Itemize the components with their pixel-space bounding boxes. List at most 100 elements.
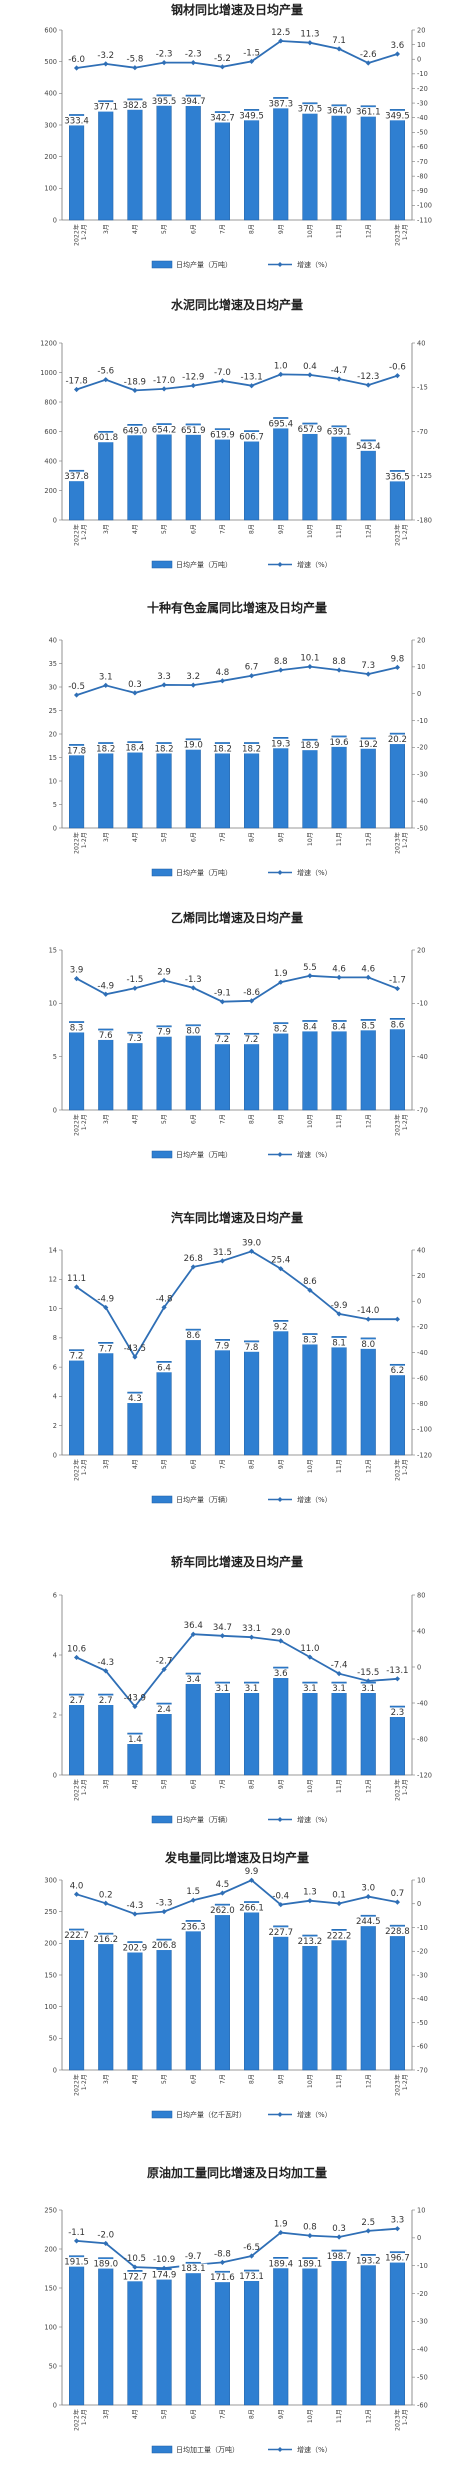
growth-point xyxy=(103,1304,109,1311)
growth-point xyxy=(103,377,109,383)
right-tick-label: -40 xyxy=(417,1995,428,2003)
bar xyxy=(389,1363,405,1456)
bar xyxy=(331,2249,347,2406)
category-line: 1-2月 xyxy=(402,1114,409,1130)
legend-bar-swatch xyxy=(151,560,173,569)
growth-value-label: -7.4 xyxy=(331,1661,348,1671)
growth-value-label: 34.7 xyxy=(213,1623,232,1633)
growth-point xyxy=(336,2234,342,2240)
category-label: 11月 xyxy=(336,1114,343,1128)
category-label: 12月 xyxy=(365,1114,372,1128)
bar-value-label: 2.7 xyxy=(99,1696,113,1706)
bar-value-label: 17.8 xyxy=(67,746,86,756)
category-line: 7月 xyxy=(219,1779,226,1789)
category-label: 8月 xyxy=(249,832,256,842)
bar xyxy=(98,1342,114,1456)
bar xyxy=(331,1020,347,1111)
growth-point xyxy=(190,1897,196,1903)
growth-value-label: -2.7 xyxy=(156,1656,173,1666)
category-line: 1-2月 xyxy=(81,1114,88,1130)
category-line: 2023年 xyxy=(393,1459,401,1481)
growth-point xyxy=(219,378,226,384)
bar-label-bg xyxy=(295,424,324,434)
bar-value-label: 18.9 xyxy=(300,741,319,751)
growth-point xyxy=(219,64,226,70)
category-label: 7月 xyxy=(219,524,226,534)
right-tick-label: 0 xyxy=(417,1663,421,1671)
growth-value-label: -13.1 xyxy=(240,373,262,383)
growth-value-label: 0.2 xyxy=(99,1890,113,1900)
left-tick-label: 250 xyxy=(44,1908,57,1916)
bar-value-label: 6.4 xyxy=(157,1363,171,1373)
right-tick-label: -20 xyxy=(417,2290,428,2298)
right-tick-label: -40 xyxy=(417,797,428,805)
category-line: 10月 xyxy=(307,1779,314,1793)
bar xyxy=(360,105,376,221)
growth-point xyxy=(190,985,196,991)
left-tick-label: 12 xyxy=(49,1276,57,1284)
bar-label-bg xyxy=(213,1683,232,1693)
bar-value-label: 183.1 xyxy=(181,2264,206,2274)
category-label: 2023年1-2月 xyxy=(393,224,409,246)
left-tick-label: 0 xyxy=(53,1451,57,1459)
category-label: 10月 xyxy=(307,1459,314,1473)
bar xyxy=(156,1361,172,1456)
growth-value-label: -4.7 xyxy=(331,366,348,376)
category-label: 9月 xyxy=(278,832,285,842)
growth-point xyxy=(103,1668,109,1674)
bar-value-label: 3.1 xyxy=(245,1684,259,1694)
category-line: 1-2月 xyxy=(81,832,88,848)
left-tick-label: 400 xyxy=(44,90,57,98)
bar xyxy=(389,1705,405,1776)
growth-value-label: 1.9 xyxy=(274,2220,288,2230)
bar-value-label: 377.1 xyxy=(93,103,118,113)
bar-value-label: 3.4 xyxy=(186,1675,200,1685)
growth-point xyxy=(278,2229,284,2236)
category-label: 7月 xyxy=(219,1779,226,1789)
left-tick-label: 300 xyxy=(44,1876,57,1884)
category-line: 6月 xyxy=(190,832,197,842)
bar-value-label: 174.9 xyxy=(152,2271,177,2281)
growth-point xyxy=(161,2265,167,2271)
legend-line-marker xyxy=(277,870,283,875)
category-line: 2022年 xyxy=(73,2074,81,2096)
bar-label-bg xyxy=(208,2272,237,2283)
right-tick-label: -80 xyxy=(417,1400,428,1408)
legend-line-marker xyxy=(277,1152,283,1157)
growth-value-label: -12.9 xyxy=(182,373,204,383)
right-tick-label: 10 xyxy=(417,1876,425,1884)
category-line: 7月 xyxy=(219,524,226,534)
growth-point xyxy=(336,46,342,52)
growth-point xyxy=(73,1654,80,1661)
growth-value-label: -1.7 xyxy=(389,976,406,986)
growth-value-label: 4.0 xyxy=(70,1881,84,1891)
category-line: 1-2月 xyxy=(402,832,409,848)
bar-value-label: 651.9 xyxy=(181,426,206,436)
category-label: 2022年1-2月 xyxy=(73,224,89,246)
category-line: 10月 xyxy=(307,2074,314,2088)
bar-value-label: 3.1 xyxy=(303,1684,317,1694)
category-line: 5月 xyxy=(161,1114,168,1124)
category-label: 5月 xyxy=(161,2074,168,2084)
right-tick-label: 80 xyxy=(417,1591,425,1599)
category-label: 12月 xyxy=(365,524,372,538)
growth-value-label: -13.1 xyxy=(386,1666,408,1676)
bar-value-label: 19.6 xyxy=(330,738,349,748)
left-tick-label: 200 xyxy=(44,1940,57,1948)
growth-point xyxy=(161,1304,167,1310)
category-line: 6月 xyxy=(190,1114,197,1124)
legend-line-marker xyxy=(277,2112,283,2117)
category-line: 11月 xyxy=(336,1114,343,1128)
growth-line xyxy=(76,40,398,69)
category-line: 10月 xyxy=(307,1459,314,1473)
category-label: 2022年1-2月 xyxy=(73,832,89,854)
category-line: 1-2月 xyxy=(402,1459,409,1475)
bar-label-bg xyxy=(266,98,295,109)
growth-point xyxy=(307,1287,313,1293)
category-line: 2022年 xyxy=(73,1779,81,1801)
bar-value-label: 236.3 xyxy=(181,1922,206,1932)
category-line: 4月 xyxy=(132,1459,139,1469)
right-tick-label: -100 xyxy=(417,1426,432,1434)
bar xyxy=(185,423,201,521)
category-line: 11月 xyxy=(336,524,343,538)
